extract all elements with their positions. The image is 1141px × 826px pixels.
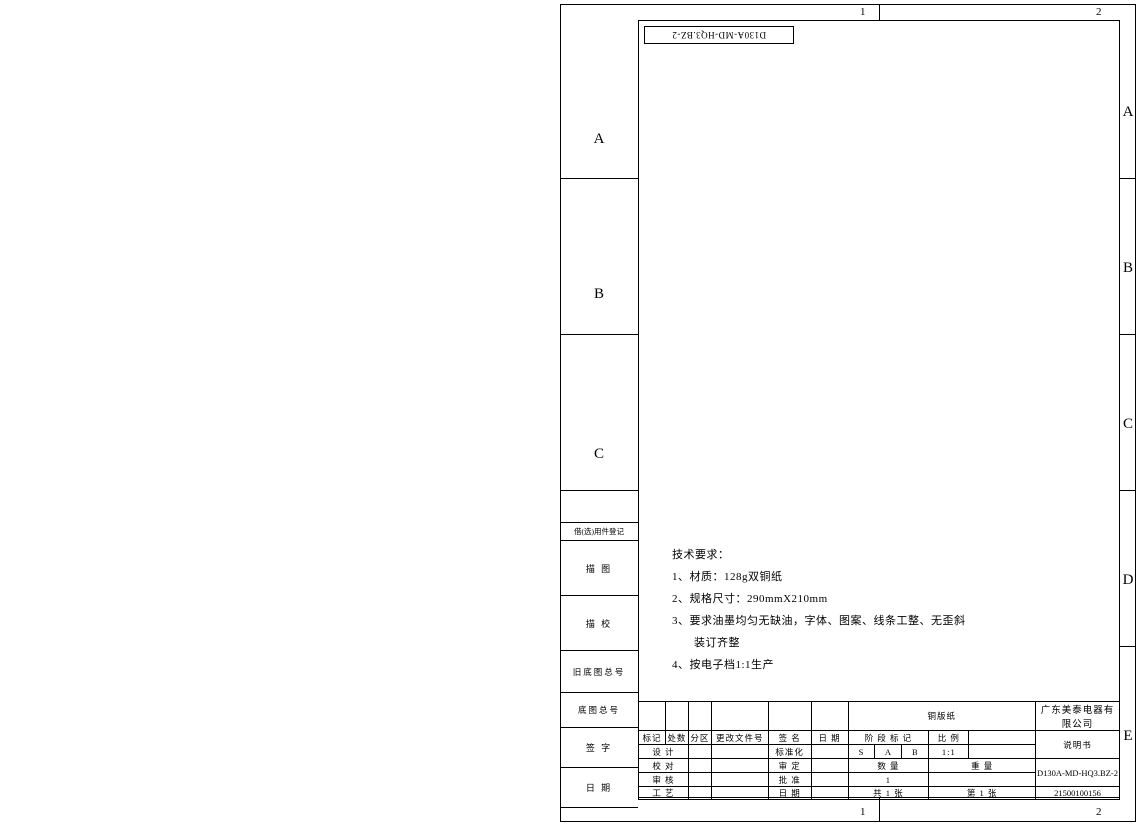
stage-b: B [902,745,929,759]
tech-item-3b: 装订齐整 [672,632,966,654]
row-B-left: B [560,239,638,349]
rt-2 [1120,334,1136,335]
col-num-top-2: 2 [1096,6,1102,18]
tech-item-2: 2、规格尺寸：290mmX210mm [672,588,966,610]
tech-item-4: 4、按电子档1:1生产 [672,654,966,676]
row-C-right: C [1120,416,1136,433]
hdr-zone: 分区 [688,731,711,745]
stage-a: A [875,745,902,759]
hdr-stage: 阶 段 标 记 [848,731,929,745]
spare-parts-label: 借(选)用件登记 [560,522,638,540]
hdr-change: 更改文件号 [711,731,768,745]
row-A-right: A [1120,104,1136,121]
title-block: 铜版纸 广东美泰电器有限公司 标记 处数 分区 更改文件号 签 名 日 期 阶 … [638,701,1120,798]
sign-label: 签 字 [560,727,638,767]
rt-1 [1120,178,1136,179]
hdr-design: 设 计 [639,745,689,759]
proof-label: 描 校 [560,595,638,650]
hdr-process: 工 艺 [639,787,689,800]
hdr-date: 日 期 [811,731,848,745]
hdr-scale: 比 例 [929,731,969,745]
scale-right-empty [969,745,1036,759]
row-D-right: D [1120,572,1136,589]
scale-val: 1:1 [929,745,969,759]
left-div-1 [560,178,638,179]
hdr-standardize: 标准化 [768,745,811,759]
rt-4 [1120,646,1136,647]
empty-scale-right [969,731,1036,745]
hdr-check: 校 对 [639,759,689,773]
row-C-left: C [560,399,638,509]
part-number-cell: 21500100156 [1036,787,1120,800]
top-tick [879,4,880,20]
drawing-no-label: 底图总号 [560,692,638,727]
drawing-sheet: 1 2 1 2 A B C A B C D E 借(选)用件登记 描 图 描 校… [560,4,1136,822]
bot-tick [879,798,880,822]
hdr-review: 审 定 [768,759,811,773]
doc-type-cell: 说明书 [1036,731,1120,759]
trace-label: 描 图 [560,540,638,595]
stage-s: S [848,745,875,759]
inner-border [638,20,1120,798]
qty-val: 1 [848,773,929,787]
hdr-audit: 审 核 [639,773,689,787]
hdr-date2: 日 期 [768,787,811,800]
drawing-code-cell: D130A-MD-HQ3.BZ-2 [1036,759,1120,787]
hdr-qty: 数 量 [848,759,929,773]
material-cell: 铜版纸 [848,702,1036,731]
tech-title: 技术要求： [672,544,966,566]
col-num-top-1: 1 [860,6,866,18]
row-E-right: E [1120,728,1136,745]
tech-item-1: 1、材质：128g双铜纸 [672,566,966,588]
left-div-3 [560,490,638,491]
company-cell: 广东美泰电器有限公司 [1036,702,1120,731]
col-num-bot-2: 2 [1096,806,1102,818]
row-B-right: B [1120,260,1136,277]
hdr-sign: 签 名 [768,731,811,745]
sheet-total: 共 1 张 [848,787,929,800]
rt-3 [1120,490,1136,491]
hdr-approve: 批 准 [768,773,811,787]
left-bottom-line [560,807,638,808]
sheet-no: 第 1 张 [929,787,1036,800]
left-div-2 [560,334,638,335]
date-label: 日 期 [560,767,638,807]
hdr-count: 处数 [665,731,688,745]
hdr-weight: 重 量 [929,759,1036,773]
hdr-mark: 标记 [639,731,666,745]
col-num-bot-1: 1 [860,806,866,818]
old-drawing-no-label: 旧底图总号 [560,650,638,692]
cartouche-box: D130A-MD-HQ3.BZ-2 [644,26,794,44]
tech-item-3: 3、要求油墨均匀无缺油，字体、图案、线条工整、无歪斜 [672,610,966,632]
tech-requirements: 技术要求： 1、材质：128g双铜纸 2、规格尺寸：290mmX210mm 3、… [672,544,966,676]
